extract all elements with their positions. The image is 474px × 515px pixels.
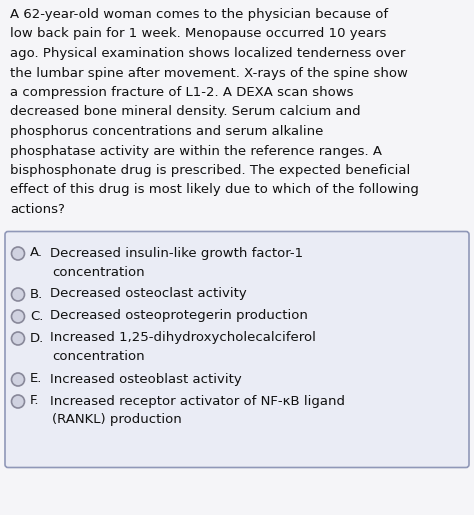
Text: ago. Physical examination shows localized tenderness over: ago. Physical examination shows localize… [10, 47, 405, 60]
Text: phosphorus concentrations and serum alkaline: phosphorus concentrations and serum alka… [10, 125, 323, 138]
Text: (RANKL) production: (RANKL) production [52, 414, 182, 426]
Text: a compression fracture of L1-2. A DEXA scan shows: a compression fracture of L1-2. A DEXA s… [10, 86, 354, 99]
Circle shape [11, 310, 25, 323]
Text: concentration: concentration [52, 266, 145, 279]
Text: F.: F. [30, 394, 39, 407]
Text: Increased receptor activator of NF-κB ligand: Increased receptor activator of NF-κB li… [50, 394, 345, 407]
Text: effect of this drug is most likely due to which of the following: effect of this drug is most likely due t… [10, 183, 419, 197]
Text: Increased osteoblast activity: Increased osteoblast activity [50, 372, 242, 386]
Text: C.: C. [30, 310, 44, 322]
Text: the lumbar spine after movement. X-rays of the spine show: the lumbar spine after movement. X-rays … [10, 66, 408, 79]
Circle shape [11, 332, 25, 345]
Text: actions?: actions? [10, 203, 65, 216]
Text: low back pain for 1 week. Menopause occurred 10 years: low back pain for 1 week. Menopause occu… [10, 27, 386, 41]
Text: B.: B. [30, 287, 43, 300]
Text: bisphosphonate drug is prescribed. The expected beneficial: bisphosphonate drug is prescribed. The e… [10, 164, 410, 177]
Text: phosphatase activity are within the reference ranges. A: phosphatase activity are within the refe… [10, 145, 382, 158]
Text: Decreased osteoprotegerin production: Decreased osteoprotegerin production [50, 310, 308, 322]
Circle shape [11, 373, 25, 386]
Text: E.: E. [30, 372, 42, 386]
Text: A 62-year-old woman comes to the physician because of: A 62-year-old woman comes to the physici… [10, 8, 388, 21]
Text: Decreased insulin-like growth factor-1: Decreased insulin-like growth factor-1 [50, 247, 303, 260]
Circle shape [11, 288, 25, 301]
Text: Increased 1,25-dihydroxycholecalciferol: Increased 1,25-dihydroxycholecalciferol [50, 332, 316, 345]
Circle shape [11, 247, 25, 260]
Text: concentration: concentration [52, 351, 145, 364]
FancyBboxPatch shape [5, 232, 469, 468]
Text: A.: A. [30, 247, 43, 260]
Text: Decreased osteoclast activity: Decreased osteoclast activity [50, 287, 247, 300]
Text: decreased bone mineral density. Serum calcium and: decreased bone mineral density. Serum ca… [10, 106, 361, 118]
Text: D.: D. [30, 332, 44, 345]
Circle shape [11, 395, 25, 408]
